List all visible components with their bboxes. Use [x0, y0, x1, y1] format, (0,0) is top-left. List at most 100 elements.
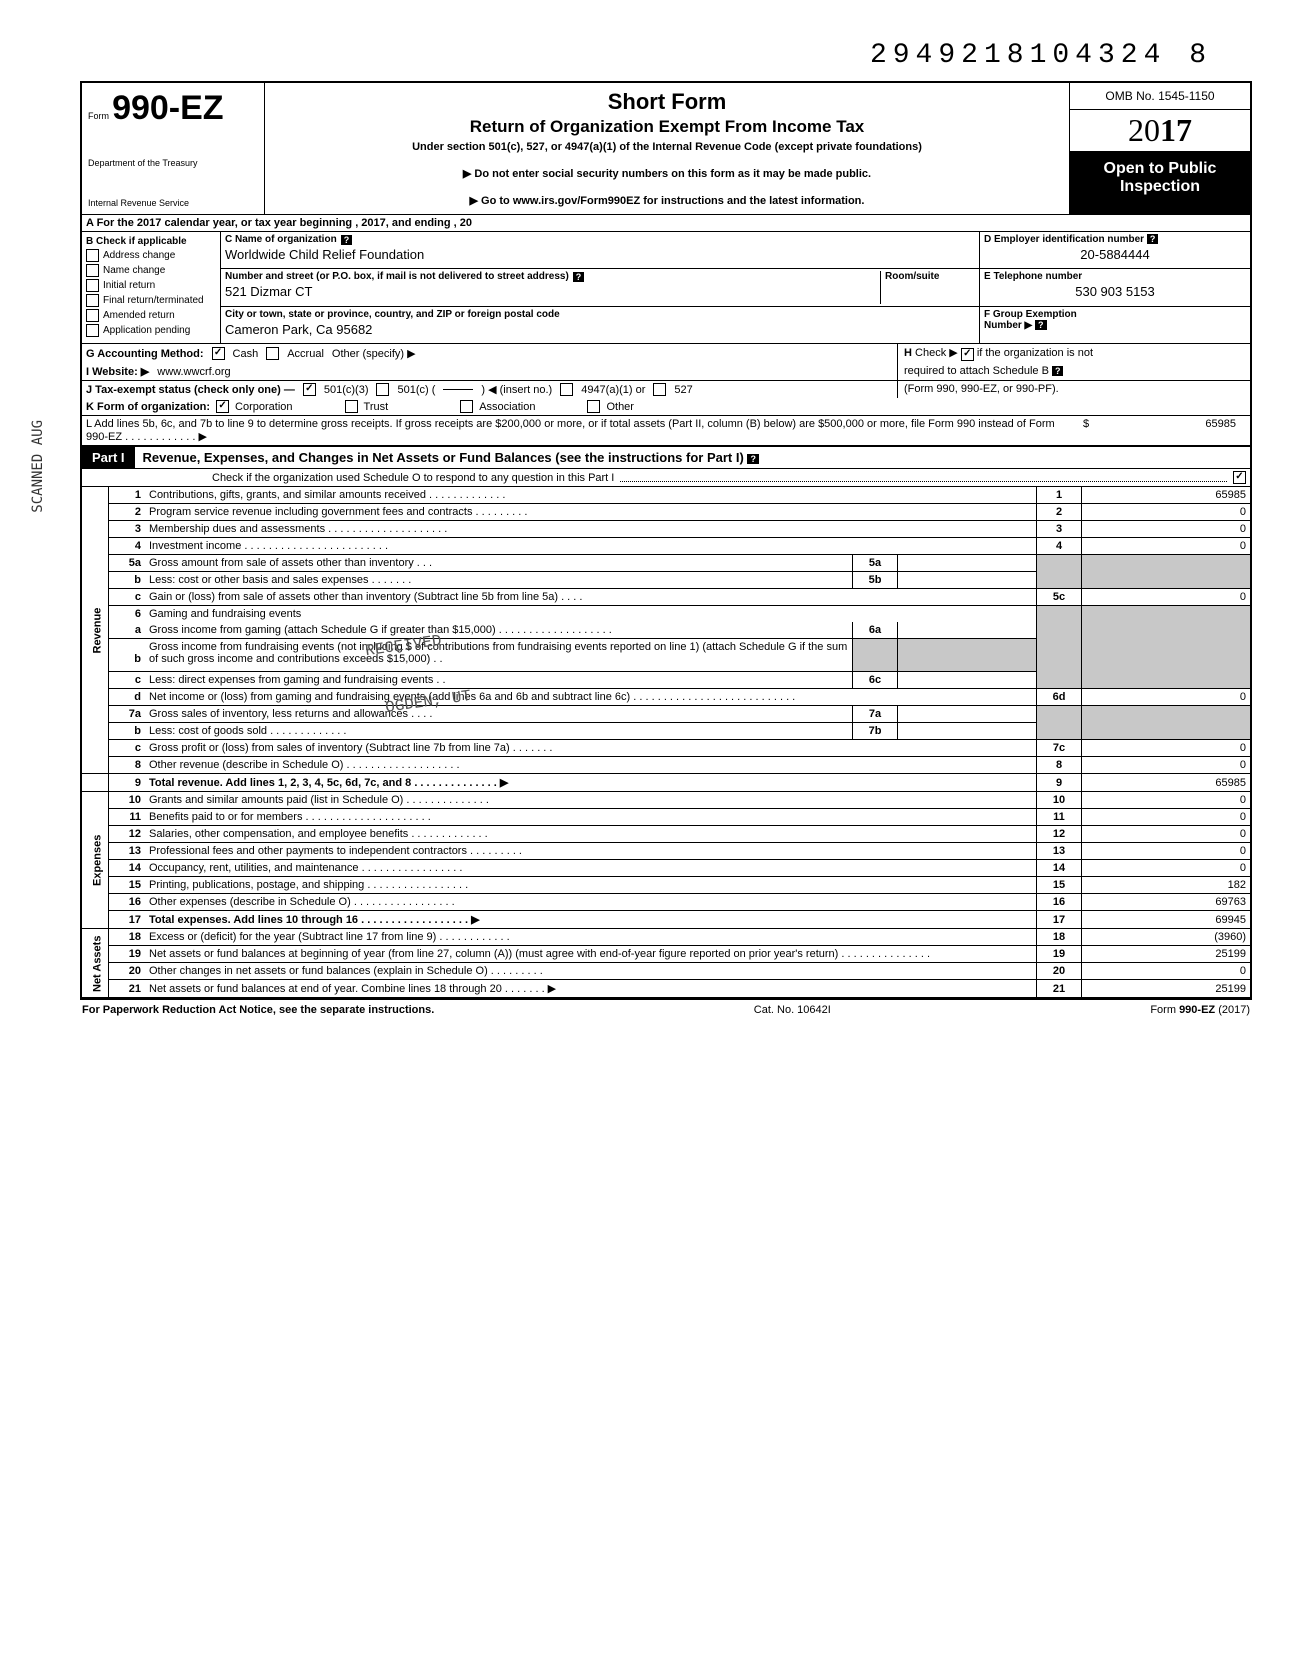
row-l-text: L Add lines 5b, 6c, and 7b to line 9 to … [86, 418, 1076, 443]
ln-14-box: 14 [1037, 860, 1082, 877]
ln-6d-no: d [109, 689, 146, 706]
ln-9-no: 9 [109, 774, 146, 792]
year-prefix: 20 [1128, 112, 1160, 148]
checkbox-corporation[interactable]: ✓ [216, 400, 229, 413]
ln-7b-no: b [109, 723, 146, 740]
ln-21-box: 21 [1037, 980, 1082, 998]
ln-5a-desc: Gross amount from sale of assets other t… [145, 555, 853, 572]
checkbox-initial-return[interactable] [86, 279, 99, 292]
ln-7a-subval [898, 706, 1037, 723]
room-label: Room/suite [885, 271, 975, 282]
check-o-text: Check if the organization used Schedule … [212, 472, 614, 484]
checkbox-cash[interactable]: ✓ [212, 347, 225, 360]
lbl-trust: Trust [364, 401, 389, 413]
lbl-association: Association [479, 401, 535, 413]
ln-14-desc: Occupancy, rent, utilities, and maintena… [145, 860, 1037, 877]
checkbox-name-change[interactable] [86, 264, 99, 277]
ln-6b-no: b [109, 639, 146, 668]
ln-6b-desc: Gross income from fundraising events (no… [145, 639, 853, 668]
ln-6d-box: 6d [1037, 689, 1082, 706]
tax-exempt-label: J Tax-exempt status (check only one) — [86, 384, 295, 396]
help-icon[interactable]: ? [1052, 366, 1064, 376]
lbl-527: 527 [674, 384, 692, 396]
ln-5c-val: 0 [1082, 589, 1252, 606]
tax-year: 2017 [1070, 110, 1250, 152]
shaded-cell [898, 639, 1037, 672]
lbl-4947: 4947(a)(1) or [581, 384, 645, 396]
shaded-cell [1082, 706, 1252, 740]
ln-6a-subbox: 6a [853, 622, 898, 639]
subtitle: Under section 501(c), 527, or 4947(a)(1)… [273, 141, 1061, 153]
ln-6c-subval [898, 672, 1037, 689]
side-net-assets: Net Assets [81, 929, 109, 998]
title-cell: Short Form Return of Organization Exempt… [265, 83, 1069, 214]
ln-5b-subbox: 5b [853, 572, 898, 589]
col-b-checkboxes: B Check if applicable Address change Nam… [82, 232, 221, 343]
ln-10-desc: Grants and similar amounts paid (list in… [145, 792, 1037, 809]
ln-5a-no: 5a [109, 555, 146, 572]
ln-1-box: 1 [1037, 487, 1082, 504]
ln-10-no: 10 [109, 792, 146, 809]
ln-3-desc: Membership dues and assessments . . . . … [145, 521, 1037, 538]
checkbox-501c3[interactable]: ✓ [303, 383, 316, 396]
checkbox-trust[interactable] [345, 400, 358, 413]
ln-12-val: 0 [1082, 826, 1252, 843]
help-icon[interactable]: ? [747, 454, 759, 464]
lbl-final-return: Final return/terminated [103, 295, 204, 306]
ln-18-val: (3960) [1082, 929, 1252, 946]
row-a-tax-year: A For the 2017 calendar year, or tax yea… [80, 214, 1252, 231]
ln-11-box: 11 [1037, 809, 1082, 826]
checkbox-schedule-o[interactable]: ✓ [1233, 471, 1246, 484]
row-h: H Check ▶ ✓ if the organization is not [897, 344, 1250, 363]
ln-2-val: 0 [1082, 504, 1252, 521]
checkbox-other-org[interactable] [587, 400, 600, 413]
help-icon[interactable]: ? [341, 235, 353, 245]
ln-6a-desc: Gross income from gaming (attach Schedul… [145, 622, 853, 639]
tel-value: 530 903 5153 [984, 282, 1246, 299]
ln-6c-subbox: 6c [853, 672, 898, 689]
checkbox-association[interactable] [460, 400, 473, 413]
ln-19-box: 19 [1037, 946, 1082, 963]
checkbox-sched-b[interactable]: ✓ [961, 348, 974, 361]
row-j: J Tax-exempt status (check only one) — ✓… [80, 380, 1252, 398]
open-public-badge: Open to Public Inspection [1070, 152, 1250, 214]
part1-title: Revenue, Expenses, and Changes in Net As… [143, 450, 744, 465]
street-label: Number and street (or P.O. box, if mail … [225, 271, 569, 282]
lbl-pending: Application pending [103, 325, 190, 336]
checkbox-final-return[interactable] [86, 294, 99, 307]
lbl-initial-return: Initial return [103, 280, 155, 291]
ln-5a-subval [898, 555, 1037, 572]
short-form-title: Short Form [273, 89, 1061, 115]
ln-16-box: 16 [1037, 894, 1082, 911]
dept-treasury: Department of the Treasury [88, 158, 258, 168]
lbl-accrual: Accrual [287, 348, 324, 360]
checkbox-pending[interactable] [86, 324, 99, 337]
ln-12-box: 12 [1037, 826, 1082, 843]
ln-7a-no: 7a [109, 706, 146, 723]
group-exemption-label: F Group Exemption [984, 309, 1246, 320]
row-g: G Accounting Method: ✓Cash Accrual Other… [80, 343, 1252, 363]
ln-21-val: 25199 [1082, 980, 1252, 998]
ln-4-desc: Investment income . . . . . . . . . . . … [145, 538, 1037, 555]
help-icon[interactable]: ? [1035, 320, 1047, 330]
ln-8-val: 0 [1082, 757, 1252, 774]
checkbox-accrual[interactable] [266, 347, 279, 360]
org-name-value: Worldwide Child Relief Foundation [225, 245, 975, 262]
form-header: Form 990-EZ Department of the Treasury I… [80, 81, 1252, 214]
checkbox-4947[interactable] [560, 383, 573, 396]
lines-table: Revenue 1 Contributions, gifts, grants, … [80, 487, 1252, 998]
ln-2-box: 2 [1037, 504, 1082, 521]
ln-3-no: 3 [109, 521, 146, 538]
checkbox-501c[interactable] [376, 383, 389, 396]
checkbox-527[interactable] [653, 383, 666, 396]
part1-check-o: Check if the organization used Schedule … [80, 469, 1252, 487]
help-icon[interactable]: ? [573, 272, 585, 282]
org-name-label: C Name of organization [225, 234, 337, 245]
checkbox-amended[interactable] [86, 309, 99, 322]
tel-label: E Telephone number [984, 271, 1246, 282]
ln-6d-desc: Net income or (loss) from gaming and fun… [145, 689, 1037, 706]
ln-18-no: 18 [109, 929, 146, 946]
checkbox-address-change[interactable] [86, 249, 99, 262]
ln-6c-desc: Less: direct expenses from gaming and fu… [145, 672, 853, 689]
help-icon[interactable]: ? [1147, 234, 1159, 244]
